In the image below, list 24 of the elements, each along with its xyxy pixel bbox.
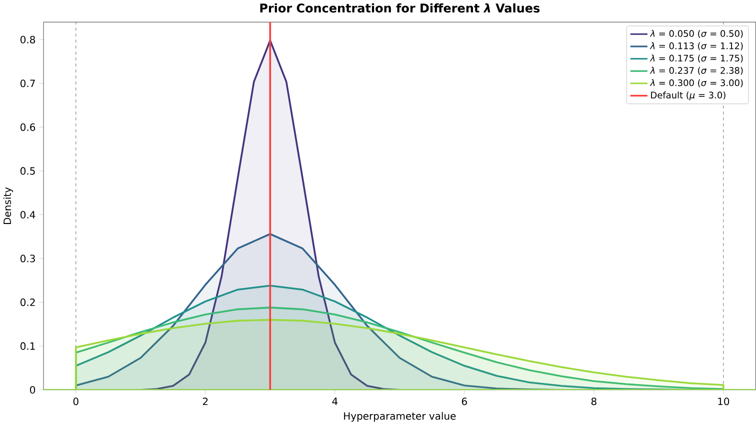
- x-tick-label: 2: [202, 398, 208, 406]
- legend-label: Default (μ = 3.0): [651, 92, 726, 100]
- y-tick-label: 0.2: [20, 298, 35, 306]
- chart-title: Prior Concentration for Different λ Values: [260, 3, 540, 13]
- legend-label: λ = 0.300 (σ = 3.00): [650, 79, 743, 88]
- y-tick-label: 0.7: [20, 80, 35, 88]
- y-tick-label: 0.1: [20, 342, 35, 350]
- x-tick-label: 10: [718, 398, 730, 406]
- legend-label: λ = 0.175 (σ = 1.75): [650, 54, 743, 63]
- x-tick-label: 4: [332, 398, 338, 405]
- x-axis-title: Hyperparameter value: [344, 412, 456, 422]
- y-tick-label: 0.5: [20, 167, 35, 175]
- legend-label: λ = 0.237 (σ = 2.38): [650, 66, 743, 75]
- y-tick-label: 0.6: [20, 123, 36, 131]
- x-tick-label: 8: [591, 398, 596, 406]
- y-axis-title: Density: [3, 187, 13, 224]
- x-tick-label: 6: [462, 398, 467, 406]
- x-tick-label: 0: [73, 398, 78, 406]
- legend-label: λ = 0.050 (σ = 0.50): [650, 30, 743, 38]
- y-tick-label: 0.3: [20, 254, 35, 262]
- y-tick-label: 0.4: [20, 210, 36, 219]
- y-tick-label: 0.8: [20, 36, 36, 44]
- legend-label: λ = 0.113 (σ = 1.12): [650, 42, 743, 50]
- y-tick-label: 0: [30, 386, 36, 394]
